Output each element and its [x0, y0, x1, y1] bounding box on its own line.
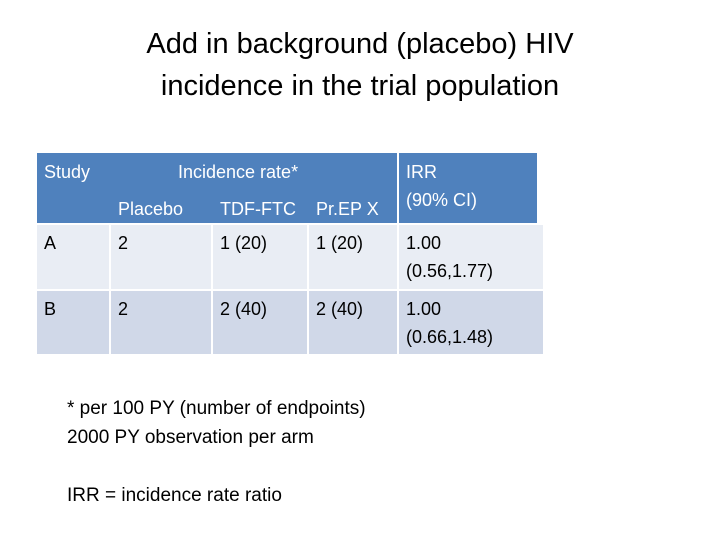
col-divider: [397, 153, 399, 354]
table-cell: 2: [118, 233, 129, 253]
header-cell: IRR: [406, 162, 437, 182]
table-cell: (0.56,1.77): [406, 261, 494, 281]
table-row-bg: [37, 224, 543, 290]
table-cell: 1 (20): [316, 233, 364, 253]
table-cell: 2: [118, 299, 129, 319]
table-header-bg: [37, 153, 537, 224]
table-cell: 2 (40): [220, 299, 268, 319]
table-cell: 1 (20): [220, 233, 268, 253]
table-cell: 2 (40): [316, 299, 364, 319]
row-divider: [37, 289, 543, 291]
header-cell: TDF-FTC: [220, 199, 296, 219]
note: 2000 PY observation per arm: [67, 427, 314, 448]
header-cell: Pr.EP X: [316, 199, 379, 219]
note: * per 100 PY (number of endpoints): [67, 398, 366, 419]
table-cell: B: [44, 299, 57, 319]
row-divider: [37, 223, 543, 225]
col-divider: [211, 224, 213, 354]
table-row-bg: [37, 290, 543, 354]
header-cell: (90% CI): [406, 190, 478, 210]
title-line: incidence in the trial population: [160, 70, 560, 102]
header-cell: Placebo: [118, 199, 184, 219]
table-cell: 1.00: [406, 233, 442, 253]
note: IRR = incidence rate ratio: [67, 485, 282, 506]
header-cell: Study: [44, 162, 91, 182]
header-cell: Incidence rate*: [178, 162, 299, 182]
table-cell: (0.66,1.48): [406, 327, 494, 347]
col-divider: [109, 224, 111, 354]
title-line: Add in background (placebo) HIV: [146, 28, 574, 60]
col-divider: [307, 224, 309, 354]
table-cell: 1.00: [406, 299, 442, 319]
table-cell: A: [44, 233, 57, 253]
